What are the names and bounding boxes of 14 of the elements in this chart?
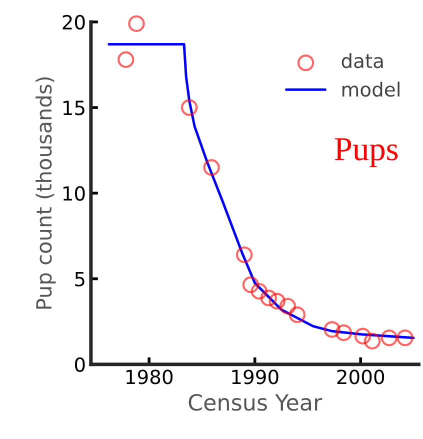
y-tick-label: 10 bbox=[63, 186, 85, 201]
legend-label: model bbox=[342, 82, 400, 97]
x-tick-label: 1990 bbox=[232, 370, 278, 384]
line-series bbox=[108, 42, 415, 340]
x-tick-label: 2000 bbox=[337, 370, 384, 384]
y-tick-label: 20 bbox=[62, 14, 85, 30]
x-tick-label: 1980 bbox=[126, 370, 173, 384]
y-axis-title: Pup count (thousands) bbox=[36, 77, 56, 309]
annotation: Pups bbox=[334, 138, 398, 168]
y-tick-label: 15 bbox=[63, 100, 84, 116]
legend-label: data bbox=[342, 53, 383, 68]
y-tick-label: 0 bbox=[74, 357, 85, 372]
y-tick-label: 5 bbox=[75, 272, 84, 286]
x-axis-title: Census Year bbox=[188, 394, 322, 411]
